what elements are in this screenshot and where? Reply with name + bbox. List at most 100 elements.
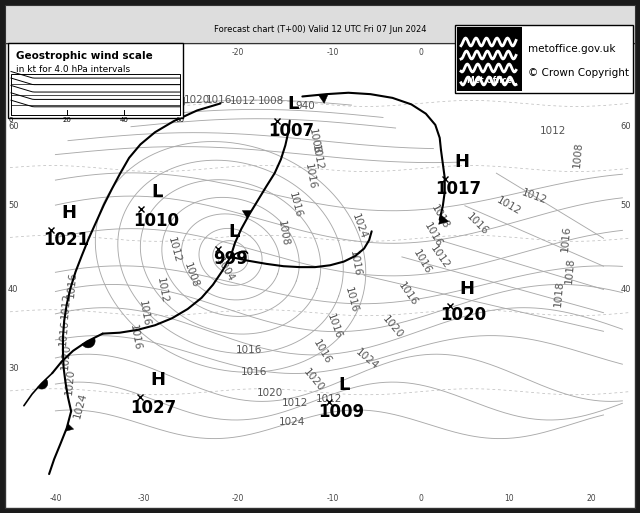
Polygon shape (243, 210, 252, 218)
Text: 1016: 1016 (324, 312, 343, 341)
Text: -20: -20 (232, 494, 244, 503)
Text: 1008: 1008 (258, 95, 284, 106)
Text: 1018: 1018 (553, 281, 566, 308)
Text: 1016: 1016 (128, 324, 143, 351)
Text: 1004: 1004 (214, 255, 236, 283)
Text: 50: 50 (621, 201, 631, 210)
Text: 0: 0 (419, 494, 423, 503)
Bar (457, 27, 522, 91)
Text: L: L (287, 95, 298, 113)
Text: 1016: 1016 (206, 95, 232, 105)
Text: 1016: 1016 (397, 281, 420, 308)
Text: 40: 40 (119, 117, 128, 123)
Text: Met Office: Met Office (467, 76, 512, 85)
Text: Geostrophic wind scale: Geostrophic wind scale (16, 51, 153, 61)
Text: 1012: 1012 (520, 187, 548, 206)
Text: 1012: 1012 (495, 195, 523, 216)
Text: H: H (455, 153, 470, 171)
Text: 1016: 1016 (67, 271, 79, 298)
Text: in kt for 4.0 hPa intervals: in kt for 4.0 hPa intervals (16, 65, 130, 74)
Text: 1020: 1020 (64, 368, 76, 396)
Text: 0: 0 (419, 48, 423, 57)
Text: 1016: 1016 (342, 286, 359, 314)
Text: 60: 60 (620, 122, 631, 131)
Text: 1024: 1024 (72, 391, 89, 420)
Text: 999: 999 (213, 250, 248, 268)
Text: 1016: 1016 (58, 319, 70, 346)
Text: 1024: 1024 (350, 212, 368, 241)
Text: 60: 60 (175, 117, 184, 123)
Text: -10: -10 (326, 494, 339, 503)
Text: 1008: 1008 (276, 220, 290, 247)
Text: 50: 50 (8, 201, 19, 210)
Bar (455, 25, 633, 93)
Text: 940: 940 (296, 101, 316, 111)
Text: 1027: 1027 (131, 399, 177, 417)
Polygon shape (66, 424, 74, 431)
Text: -30: -30 (138, 48, 150, 57)
Text: 1012: 1012 (155, 277, 169, 305)
Text: 1012: 1012 (282, 399, 308, 408)
Text: Forecast chart (T+00) Valid 12 UTC Fri 07 Jun 2024: Forecast chart (T+00) Valid 12 UTC Fri 0… (214, 25, 426, 33)
Text: 1016: 1016 (241, 367, 267, 377)
Text: © Crown Copyright: © Crown Copyright (528, 68, 629, 77)
Text: 1018: 1018 (563, 258, 575, 284)
Text: 1020: 1020 (380, 313, 404, 340)
Text: 1018: 1018 (429, 204, 451, 231)
Text: 1024: 1024 (161, 97, 187, 107)
Text: 1020: 1020 (60, 343, 72, 370)
Text: 1016: 1016 (287, 191, 303, 219)
Text: 1012: 1012 (310, 144, 324, 172)
Bar (5, 5, 635, 43)
Text: H: H (150, 371, 166, 389)
Text: 1020: 1020 (257, 388, 283, 398)
Text: 40: 40 (621, 285, 631, 294)
Text: 1008: 1008 (307, 128, 321, 155)
Text: L: L (228, 223, 239, 241)
Polygon shape (318, 94, 328, 104)
Polygon shape (38, 379, 48, 389)
Text: 10: 10 (504, 48, 514, 57)
Text: H: H (61, 204, 76, 223)
Text: 60: 60 (8, 122, 19, 131)
Text: 1012: 1012 (316, 393, 342, 404)
Text: 1010: 1010 (133, 212, 179, 230)
Text: 1012: 1012 (230, 95, 257, 106)
Text: 1012: 1012 (540, 126, 566, 136)
Text: 1012: 1012 (60, 292, 72, 319)
Text: metoffice.gov.uk: metoffice.gov.uk (528, 44, 616, 54)
Text: 1017: 1017 (436, 180, 482, 198)
Text: 40: 40 (8, 285, 19, 294)
Text: 1020: 1020 (301, 367, 326, 393)
Text: 1016: 1016 (236, 345, 262, 356)
Text: -40: -40 (49, 494, 61, 503)
Text: 1016: 1016 (422, 221, 444, 248)
Text: L: L (339, 376, 350, 394)
Text: 20: 20 (586, 494, 596, 503)
Text: 10: 10 (504, 494, 514, 503)
Text: 1016: 1016 (348, 250, 362, 278)
Text: 30: 30 (8, 364, 19, 373)
Text: 1016: 1016 (559, 225, 572, 252)
Text: 1016: 1016 (311, 338, 333, 366)
Text: 1016: 1016 (303, 163, 317, 191)
Text: 1012: 1012 (428, 243, 451, 270)
Text: 1012: 1012 (166, 236, 182, 264)
Text: 1009: 1009 (317, 403, 364, 421)
Text: 1024: 1024 (278, 417, 305, 427)
Text: 1016: 1016 (465, 211, 490, 237)
Polygon shape (82, 338, 95, 348)
Text: H: H (460, 280, 475, 298)
Text: -30: -30 (138, 494, 150, 503)
Text: -20: -20 (232, 48, 244, 57)
Text: 1016: 1016 (137, 300, 152, 327)
Text: 20: 20 (63, 117, 72, 123)
Text: 1024: 1024 (354, 347, 381, 371)
Text: 1021: 1021 (43, 231, 89, 249)
Text: 1007: 1007 (269, 122, 315, 141)
Bar (11, 74, 180, 115)
Polygon shape (438, 214, 449, 224)
Text: 1016: 1016 (411, 248, 433, 275)
Text: 1020: 1020 (440, 306, 486, 324)
Bar (8, 43, 183, 118)
